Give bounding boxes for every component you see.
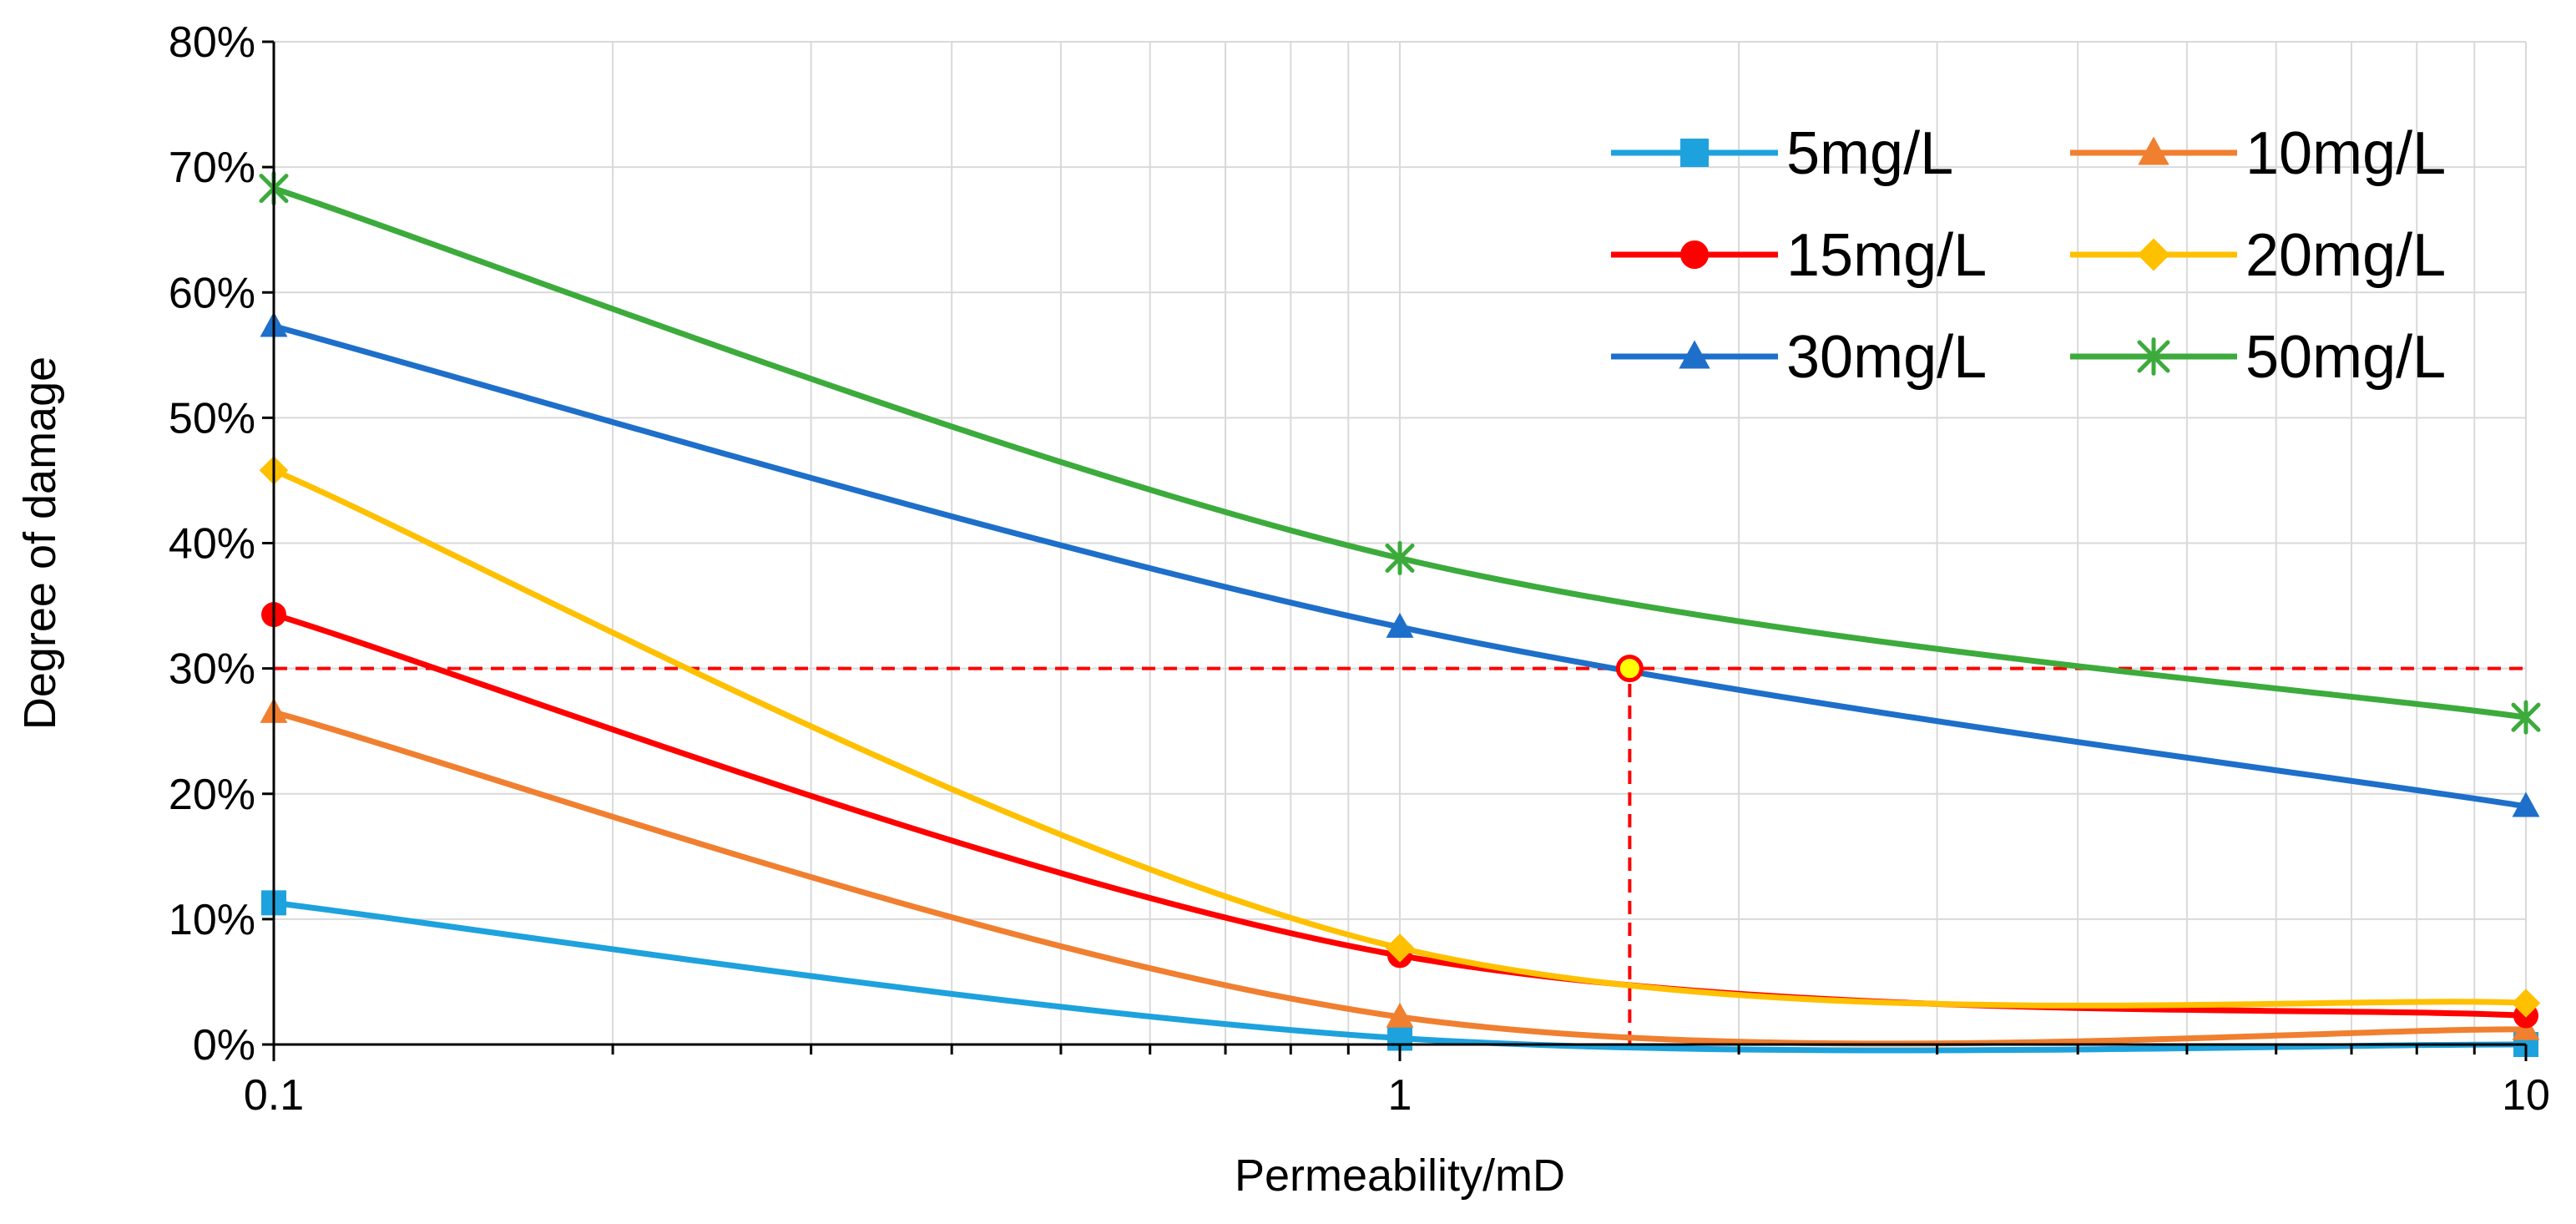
data-point-marker (1385, 933, 1415, 963)
y-tick-label: 30% (169, 645, 255, 694)
legend-item: 30mg/L (1611, 324, 1987, 391)
legend-label: 5mg/L (1786, 120, 1953, 187)
x-tick-label: 0.1 (244, 1071, 304, 1120)
y-tick-label: 40% (169, 520, 255, 569)
y-tick-label: 60% (169, 269, 255, 317)
intersection-point (1615, 655, 1644, 683)
series-20mgl (259, 456, 2541, 1018)
legend-swatch-marker (1680, 240, 1709, 269)
data-point-marker (2511, 700, 2541, 735)
legend-label: 10mg/L (2245, 120, 2446, 187)
legend-item: 50mg/L (2070, 324, 2446, 391)
annotation-point-layer (1615, 655, 1644, 683)
x-tick-label: 10 (2502, 1071, 2550, 1120)
legend-label: 50mg/L (2245, 324, 2446, 391)
legend-swatch-marker (1680, 139, 1709, 167)
legend-label: 20mg/L (2245, 222, 2446, 289)
data-point-marker (1386, 1002, 1414, 1028)
y-tick-label: 50% (169, 394, 255, 443)
tick-labels: 0% 10% 20% 30% 40% 50% 60% 70% 80% 0.1 1 10 (169, 18, 2550, 1120)
series-lines (259, 171, 2541, 1057)
legend-swatch-marker (2137, 337, 2170, 376)
legend-swatch-marker (2137, 238, 2170, 271)
data-point-marker (2511, 989, 2541, 1018)
legend-item: 5mg/L (1611, 120, 1953, 187)
legend-label: 15mg/L (1786, 222, 1987, 289)
data-point-marker (1385, 541, 1415, 576)
legend-item: 15mg/L (1611, 222, 1987, 289)
data-point-marker (1386, 612, 1414, 638)
y-tick-label: 70% (169, 144, 255, 192)
legend-item: 20mg/L (2070, 222, 2446, 289)
y-axis-title: Degree of damage (15, 357, 65, 730)
x-axis-title: Permeability/mD (1235, 1151, 1565, 1201)
x-tick-label: 1 (1388, 1071, 1412, 1120)
legend-label: 30mg/L (1786, 324, 1987, 391)
y-tick-label: 10% (169, 896, 255, 944)
data-point-marker (2512, 792, 2540, 817)
y-tick-label: 0% (193, 1021, 255, 1070)
legend-swatch-marker (2138, 136, 2169, 165)
legend: 5mg/L 10mg/L 15mg/L 20mg/L 30mg/L 50mg/L (1611, 120, 2446, 391)
legend-swatch-marker (1679, 340, 1710, 369)
axes (262, 40, 2528, 1061)
y-tick-label: 20% (169, 771, 255, 819)
y-tick-label: 80% (169, 18, 255, 67)
legend-item: 10mg/L (2070, 120, 2446, 187)
annotations (274, 666, 2526, 1044)
